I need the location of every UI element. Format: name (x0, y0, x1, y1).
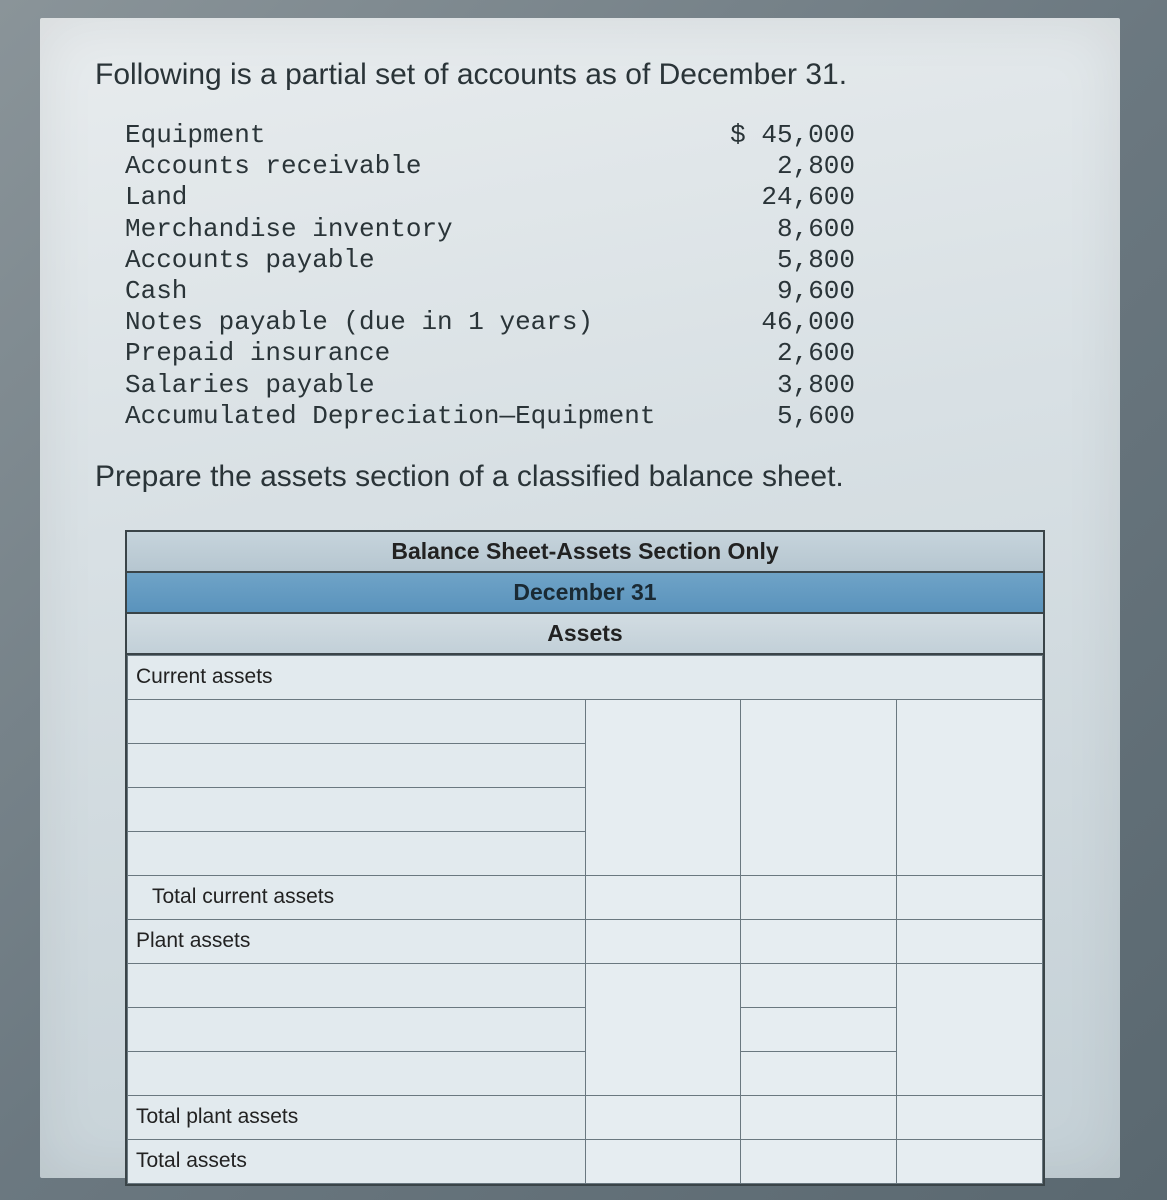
table-row: Total plant assets (128, 1095, 1043, 1139)
table-row (128, 963, 1043, 1007)
balance-sheet-section-label: Assets (127, 614, 1043, 655)
empty-cell (741, 919, 897, 963)
value-input[interactable] (585, 1139, 741, 1183)
value-input[interactable] (741, 1095, 897, 1139)
account-label: Prepaid insurance (125, 338, 390, 369)
account-row: Merchandise inventory 8,600 (125, 214, 855, 245)
balance-sheet-title: Balance Sheet-Assets Section Only (127, 532, 1043, 573)
ca-item-dropdown[interactable] (128, 743, 586, 787)
empty-cell (896, 919, 1042, 963)
table-row: Total current assets (128, 875, 1043, 919)
account-row: Accumulated Depreciation—Equipment 5,600 (125, 401, 855, 432)
account-label: Merchandise inventory (125, 214, 453, 245)
account-label: Equipment (125, 120, 265, 151)
account-label: Accounts payable (125, 245, 375, 276)
account-value: 5,800 (777, 245, 855, 276)
value-input[interactable] (741, 875, 897, 919)
table-row: Plant assets (128, 919, 1043, 963)
pa-item-dropdown[interactable] (128, 1007, 586, 1051)
account-value: 24,600 (761, 182, 855, 213)
balance-sheet-table: Current assets Total current assets (127, 655, 1043, 1184)
account-row: Cash 9,600 (125, 276, 855, 307)
balance-sheet-date: December 31 (127, 573, 1043, 614)
account-row: Prepaid insurance 2,600 (125, 338, 855, 369)
account-value: 2,800 (777, 151, 855, 182)
value-input[interactable] (585, 1095, 741, 1139)
value-input[interactable] (741, 1139, 897, 1183)
empty-cell (896, 699, 1042, 875)
ca-item-dropdown[interactable] (128, 831, 586, 875)
account-label: Accumulated Depreciation—Equipment (125, 401, 656, 432)
empty-cell (585, 963, 741, 1095)
account-value: $ 45,000 (730, 120, 855, 151)
account-row: Accounts payable 5,800 (125, 245, 855, 276)
value-input[interactable] (741, 963, 897, 1007)
value-input[interactable] (896, 1095, 1042, 1139)
table-row (128, 699, 1043, 743)
value-input[interactable] (741, 1051, 897, 1095)
total-current-assets-label: Total current assets (128, 875, 586, 919)
account-value: 8,600 (777, 214, 855, 245)
empty-cell (585, 699, 741, 875)
ca-item-dropdown[interactable] (128, 699, 586, 743)
accounts-list: Equipment $ 45,000 Accounts receivable 2… (125, 120, 1070, 432)
empty-cell (741, 699, 897, 875)
account-value: 3,800 (777, 370, 855, 401)
account-label: Notes payable (due in 1 years) (125, 307, 593, 338)
account-label: Salaries payable (125, 370, 375, 401)
account-row: Accounts receivable 2,800 (125, 151, 855, 182)
account-row: Notes payable (due in 1 years) 46,000 (125, 307, 855, 338)
account-value: 5,600 (777, 401, 855, 432)
pa-item-dropdown[interactable] (128, 963, 586, 1007)
empty-cell (896, 963, 1042, 1095)
account-row: Land 24,600 (125, 182, 855, 213)
value-input[interactable] (741, 1007, 897, 1051)
table-row: Total assets (128, 1139, 1043, 1183)
plant-assets-header: Plant assets (128, 919, 586, 963)
value-input[interactable] (896, 875, 1042, 919)
total-plant-assets-label: Total plant assets (128, 1095, 586, 1139)
balance-sheet: Balance Sheet-Assets Section Only Decemb… (125, 530, 1045, 1186)
instruction-text: Prepare the assets section of a classifi… (95, 460, 1070, 494)
account-label: Accounts receivable (125, 151, 421, 182)
intro-text: Following is a partial set of accounts a… (95, 58, 1070, 92)
pa-item-dropdown[interactable] (128, 1051, 586, 1095)
current-assets-header: Current assets (128, 655, 1043, 699)
value-input[interactable] (585, 875, 741, 919)
account-label: Land (125, 182, 187, 213)
account-row: Salaries payable 3,800 (125, 370, 855, 401)
account-value: 46,000 (761, 307, 855, 338)
table-row: Current assets (128, 655, 1043, 699)
value-input[interactable] (896, 1139, 1042, 1183)
ca-item-dropdown[interactable] (128, 787, 586, 831)
account-value: 2,600 (777, 338, 855, 369)
worksheet-paper: Following is a partial set of accounts a… (40, 18, 1120, 1178)
account-row: Equipment $ 45,000 (125, 120, 855, 151)
empty-cell (585, 919, 741, 963)
account-label: Cash (125, 276, 187, 307)
account-value: 9,600 (777, 276, 855, 307)
total-assets-label: Total assets (128, 1139, 586, 1183)
